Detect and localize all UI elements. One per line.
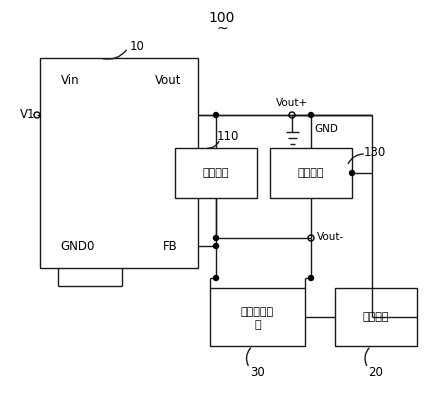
Text: Vout+: Vout+ [276, 98, 308, 108]
Circle shape [349, 171, 354, 175]
Text: 反馈调节电: 反馈调节电 [241, 307, 274, 317]
Text: 130: 130 [364, 146, 386, 159]
Circle shape [309, 112, 313, 117]
Circle shape [214, 236, 218, 240]
Text: Vout: Vout [155, 74, 181, 86]
Text: V1: V1 [20, 108, 36, 121]
Text: 控制电路: 控制电路 [363, 312, 389, 322]
Text: 20: 20 [369, 366, 384, 378]
Text: 30: 30 [250, 366, 265, 378]
Circle shape [214, 276, 218, 281]
Circle shape [214, 112, 218, 117]
Circle shape [214, 243, 218, 249]
Text: ~: ~ [216, 22, 228, 36]
Text: 110: 110 [217, 130, 239, 142]
Bar [40, 58, 198, 268]
Bar [210, 288, 305, 346]
Text: Vin: Vin [61, 74, 79, 86]
Bar [270, 148, 352, 198]
Bar [335, 288, 417, 346]
Text: GND: GND [314, 124, 338, 134]
Bar [175, 148, 257, 198]
Text: 路: 路 [254, 320, 261, 330]
Text: 反馈支路: 反馈支路 [203, 168, 229, 178]
Text: Vout-: Vout- [317, 232, 344, 242]
Text: 100: 100 [209, 11, 235, 25]
Text: 10: 10 [130, 40, 145, 52]
Text: GND0: GND0 [61, 240, 95, 252]
Circle shape [309, 276, 313, 281]
Text: FB: FB [163, 240, 177, 252]
Text: 采样电路: 采样电路 [298, 168, 324, 178]
